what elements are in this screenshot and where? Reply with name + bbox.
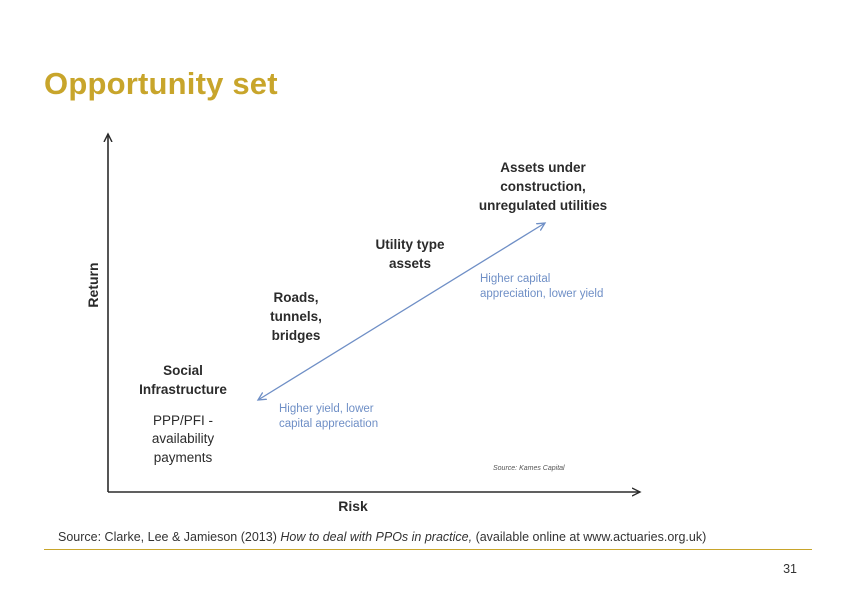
category-title: Infrastructure xyxy=(139,382,227,397)
category-title: Assets under xyxy=(500,160,586,175)
risk-return-arrow xyxy=(258,223,545,400)
category-detail: PPP/PFI - xyxy=(153,413,213,428)
category-title: tunnels, xyxy=(270,309,322,324)
image-credit: Source: Kames Capital xyxy=(493,465,565,472)
annotation-line: capital appreciation xyxy=(279,418,378,430)
source-citation: Source: Clarke, Lee & Jamieson (2013) Ho… xyxy=(58,530,706,544)
source-suffix: (available online at www.actuaries.org.u… xyxy=(472,530,707,544)
annotation-line: Higher capital xyxy=(480,273,550,285)
category-title: bridges xyxy=(272,328,321,343)
category-detail: payments xyxy=(154,450,213,465)
category-title: Social xyxy=(163,363,203,378)
category-title: Roads, xyxy=(273,290,318,305)
category-title: assets xyxy=(389,256,431,271)
lower-arrow-annotation: Higher yield, lower capital appreciation xyxy=(279,403,378,430)
footer-divider xyxy=(44,549,812,550)
social-infrastructure-category: Social Infrastructure PPP/PFI - availabi… xyxy=(139,363,227,465)
category-title: Utility type xyxy=(375,237,445,252)
category-detail: availability xyxy=(152,431,215,446)
slide-title: Opportunity set xyxy=(44,66,278,101)
source-title: How to deal with PPOs in practice, xyxy=(280,530,473,544)
upper-arrow-annotation: Higher capital appreciation, lower yield xyxy=(480,273,603,300)
page-number: 31 xyxy=(783,562,797,576)
source-prefix: Source: Clarke, Lee & Jamieson (2013) xyxy=(58,530,281,544)
annotation-line: Higher yield, lower xyxy=(279,403,374,415)
roads-category: Roads, tunnels, bridges xyxy=(270,290,322,343)
assets-under-construction-category: Assets under construction, unregulated u… xyxy=(479,160,607,213)
category-title: construction, xyxy=(500,179,586,194)
category-title: unregulated utilities xyxy=(479,198,607,213)
utility-category: Utility type assets xyxy=(375,237,445,271)
y-axis-label: Return xyxy=(85,262,101,307)
annotation-line: appreciation, lower yield xyxy=(480,288,603,300)
x-axis-label: Risk xyxy=(338,498,368,514)
